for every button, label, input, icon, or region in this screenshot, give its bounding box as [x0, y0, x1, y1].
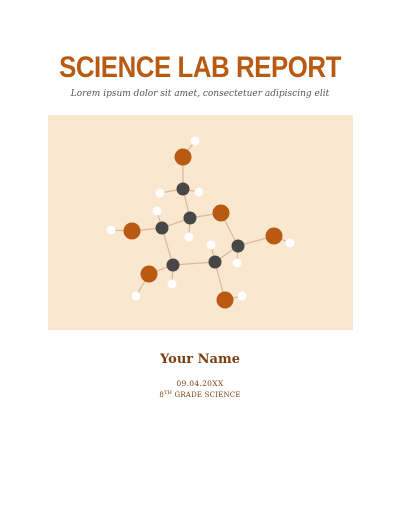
grade-suffix: TH — [164, 390, 173, 396]
grade-number: 8 — [159, 391, 164, 399]
cover-figure — [48, 115, 353, 330]
grade-line: 8TH GRADE SCIENCE — [0, 390, 400, 399]
molecule-illustration-icon — [106, 136, 295, 309]
molecule-atoms — [106, 136, 295, 309]
report-date: 09.04.20XX — [176, 379, 224, 388]
author-name: Your Name — [160, 352, 240, 367]
molecule-bonds — [110, 140, 291, 301]
report-subtitle: Lorem ipsum dolor sit amet, consectetuer… — [70, 89, 330, 99]
grade-label: GRADE SCIENCE — [174, 391, 241, 399]
report-title: SCIENCE LAB REPORT — [59, 51, 341, 84]
